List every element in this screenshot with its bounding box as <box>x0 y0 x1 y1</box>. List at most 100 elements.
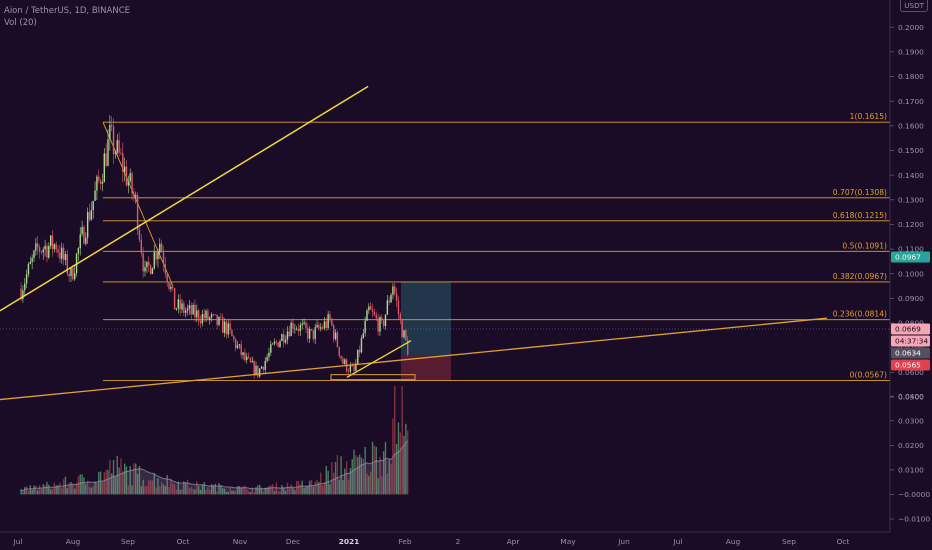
candle-body <box>92 200 94 211</box>
volume-bar <box>281 484 283 495</box>
candle-body <box>375 314 377 319</box>
time-tick-label: Oct <box>837 537 850 546</box>
volume-ma-area <box>21 440 408 495</box>
candle-body <box>358 349 361 353</box>
volume-bar <box>231 490 233 495</box>
candle-body <box>62 247 65 260</box>
candle-body <box>31 258 33 262</box>
price-axis[interactable]: 0.2000 0.1900 0.1800 0.1700 0.1600 0.1500 0.14… <box>889 0 924 532</box>
candle-body <box>61 247 63 259</box>
price-tags: 0.0967 0.0669 04:37:34 0.0634 0.0565 <box>891 251 930 371</box>
fib-retracement[interactable]: 1(0.1615) 0.707(0.1308) 0.618(0.1215) 0.5(0… <box>102 112 890 382</box>
volume-bar <box>74 488 76 495</box>
volume-bar <box>394 386 396 495</box>
volume-bar <box>88 486 91 495</box>
candle-body <box>209 317 211 320</box>
candle-body <box>164 264 167 274</box>
volume-bar <box>153 473 155 495</box>
candle-body <box>66 254 68 274</box>
candle-body <box>370 306 372 310</box>
volume-bar <box>51 489 54 495</box>
volume-bar <box>284 490 287 495</box>
volume-bar <box>233 490 235 495</box>
currency-label[interactable]: USDT <box>900 0 928 12</box>
candle-body <box>168 282 170 289</box>
trendline[interactable] <box>0 317 828 401</box>
volume-bar <box>103 472 105 495</box>
volume-bar <box>371 441 374 495</box>
volume-bar <box>90 487 93 495</box>
volume-bar <box>33 485 35 495</box>
volume-bar <box>138 466 141 495</box>
candle-body <box>194 304 196 318</box>
candle-body <box>381 317 383 321</box>
candle-body <box>94 190 96 201</box>
candle-body <box>159 243 161 253</box>
volume-bar <box>370 471 372 495</box>
candle-body <box>197 310 200 321</box>
volume-bar <box>197 485 200 495</box>
volume-bar <box>307 485 309 495</box>
volume-bar <box>86 480 89 495</box>
volume-bar <box>148 480 150 495</box>
candle-body <box>203 314 205 319</box>
candle-body <box>144 267 146 272</box>
candle-body <box>55 244 57 250</box>
candle-body <box>196 310 198 318</box>
volume-bar <box>114 476 117 495</box>
candle-body <box>35 243 37 251</box>
volume-bar <box>118 467 120 495</box>
volume-bar <box>53 482 56 495</box>
candle-body <box>85 237 87 244</box>
profit-zone[interactable] <box>401 281 451 356</box>
candle-body <box>301 323 303 325</box>
volume-bar <box>271 484 274 495</box>
time-axis[interactable]: Jul Aug Sep Oct Nov Dec 2021 Feb 2 Apr May Jun Jul Au… <box>0 531 890 546</box>
candle-body <box>46 245 48 258</box>
volume-bar <box>375 446 377 495</box>
candle-body <box>373 311 376 315</box>
price-tick-label: 0.1000 <box>898 269 924 278</box>
volume-bar <box>255 486 257 495</box>
candle-body <box>207 310 209 320</box>
volume-bar <box>277 491 279 495</box>
volume-bar <box>308 480 311 495</box>
short-trendline[interactable] <box>346 340 412 378</box>
position-box[interactable] <box>401 281 451 382</box>
trendline[interactable] <box>0 85 369 312</box>
volume-axis[interactable]: 0.0400 0.0300 0.0200 0.0100 −0.0000 −0.0100 <box>890 392 930 524</box>
candle-body <box>364 320 366 334</box>
candle-body <box>90 210 93 220</box>
candle-body <box>325 321 327 328</box>
candle-body <box>190 305 192 315</box>
volume-bar <box>333 472 335 495</box>
volume-bar <box>349 468 352 495</box>
volume-bar <box>299 484 302 495</box>
candle-body <box>111 124 113 127</box>
candle-body <box>166 273 168 283</box>
volume-indicator-label[interactable]: Vol (20) <box>4 18 37 28</box>
volume-bar <box>218 483 220 495</box>
support-zone-rect[interactable] <box>330 374 416 381</box>
trendlines[interactable] <box>0 85 828 401</box>
volume-bar <box>183 481 185 495</box>
volume-bar <box>301 480 303 495</box>
price-tag-label: 0.0967 <box>895 253 921 262</box>
volume-bar <box>207 487 209 495</box>
volume-bar <box>190 487 192 495</box>
volume-bar <box>105 469 107 495</box>
candle-body <box>42 249 44 253</box>
candle-body <box>395 293 398 301</box>
volume-bar <box>384 441 387 495</box>
candle-body <box>286 331 289 340</box>
candle-body <box>299 324 302 332</box>
volume-bar <box>247 491 250 495</box>
candle-body <box>303 322 305 324</box>
candle-body <box>281 334 283 342</box>
candle-body <box>74 273 76 280</box>
time-tick-label: Sep <box>782 537 796 546</box>
candle-body <box>379 317 381 332</box>
price-tick-label: 0.0600 <box>898 368 924 377</box>
candle-body <box>212 314 215 316</box>
